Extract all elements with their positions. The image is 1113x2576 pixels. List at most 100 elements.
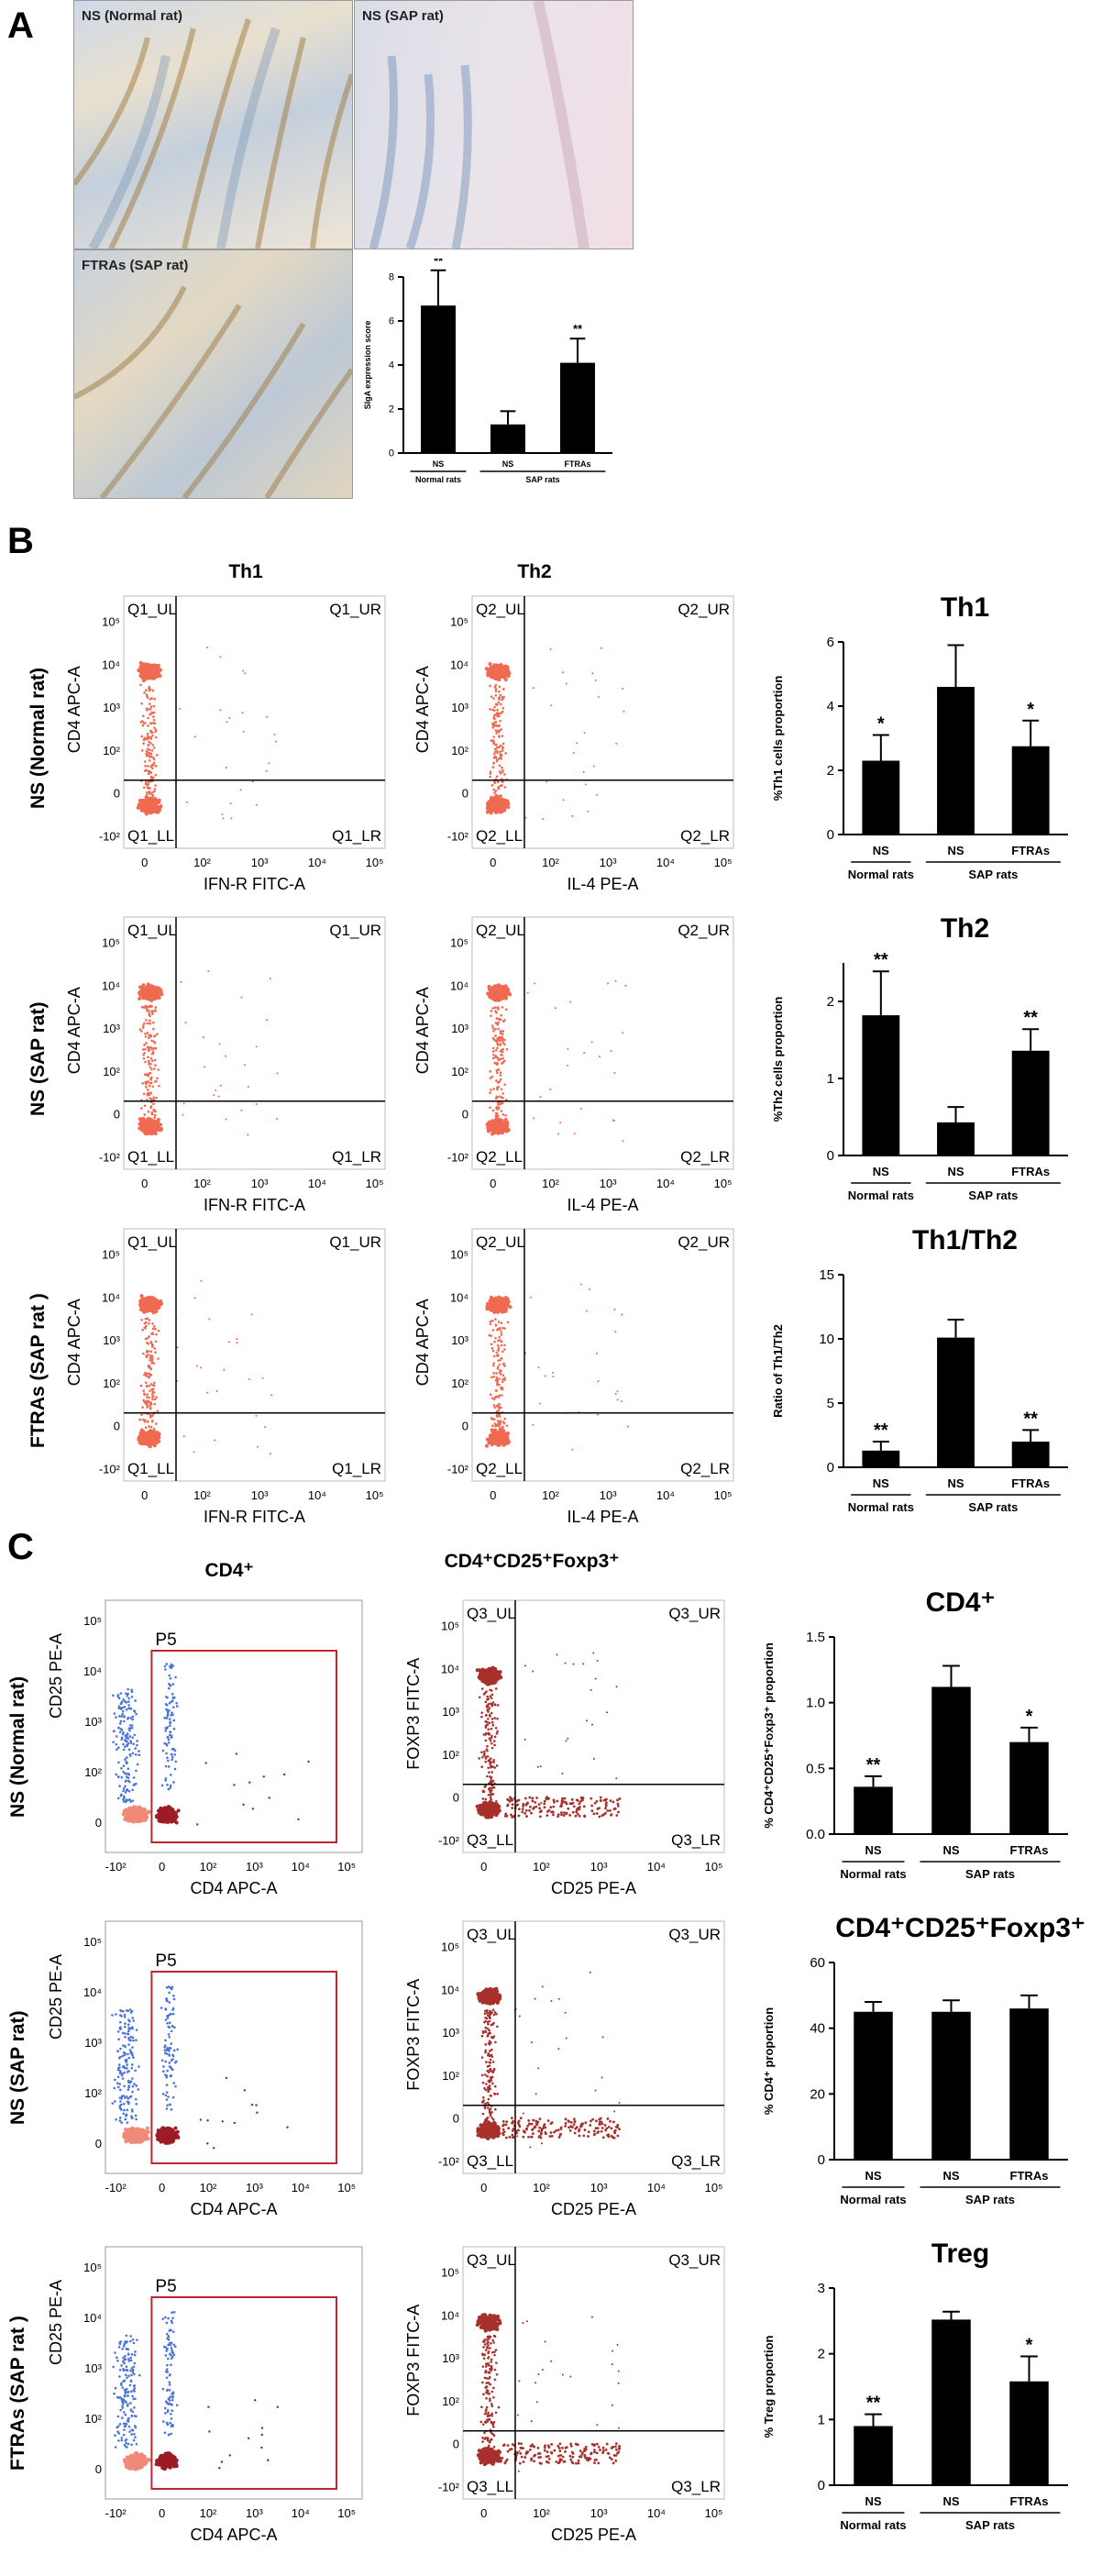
quadrant-label-ur: Q2_UR (678, 922, 730, 939)
gate-label: P5 (155, 2277, 176, 2296)
plot-frame (471, 595, 734, 849)
quadrant-label-lr: Q1_LR (332, 1460, 381, 1477)
category-label: NS (502, 459, 514, 469)
x-tick-label: 10⁵ (366, 856, 384, 869)
y-tick-label: 10⁴ (102, 658, 120, 671)
x-tick-label: 10² (200, 2506, 217, 2520)
y-tick-label: 10⁵ (83, 2261, 102, 2274)
quadrant-label-ur: Q1_UR (329, 601, 381, 618)
x-tick-label: -10² (105, 2506, 127, 2520)
quadrant-label-ll: Q3_LL (467, 2478, 513, 2495)
significance-label: * (1027, 700, 1034, 720)
quadrant-label-ul: Q1_UL (127, 601, 177, 618)
y-tick-label: 2 (827, 763, 834, 779)
y-tick-label: 0 (462, 1108, 468, 1122)
y-tick-label: -10² (447, 1462, 469, 1476)
y-tick-label: 0 (827, 827, 834, 843)
y-tick-label: -10² (438, 2154, 460, 2168)
category-label: FTRAs (1010, 1843, 1049, 1857)
y-tick-label: 10⁴ (83, 1664, 102, 1678)
group-label: SAP rats (525, 475, 559, 484)
y-tick-label: 0 (389, 448, 394, 459)
bar (937, 1122, 975, 1155)
y-tick-label: 8 (389, 272, 394, 283)
group-label: SAP rats (968, 868, 1018, 881)
y-tick-label: 10⁴ (441, 1662, 459, 1675)
x-tick-label: 10⁵ (714, 856, 733, 869)
y-tick-label: 10² (442, 1748, 459, 1762)
quadrant-label-ul: Q2_UL (476, 922, 525, 939)
x-tick-label: 10⁵ (337, 2181, 356, 2195)
quadrant-label-lr: Q3_LR (671, 2152, 721, 2170)
y-tick-label: 4 (389, 360, 394, 371)
x-axis-label: CD4 APC-A (190, 1879, 277, 1897)
y-tick-label: 20 (810, 2086, 825, 2102)
quadrant-label-ur: Q1_UR (329, 922, 381, 939)
y-tick-label: 10² (103, 1065, 120, 1078)
x-tick-label: 0 (159, 2506, 165, 2520)
category-label: NS (873, 1165, 889, 1178)
x-axis-label: CD25 PE-A (551, 1879, 636, 1897)
bar (1011, 1442, 1050, 1467)
y-tick-label: 0 (453, 2438, 459, 2451)
histology-image-sap: NS (SAP rat) (354, 0, 634, 249)
x-tick-label: 10² (542, 1177, 559, 1190)
treg-column-heading: CD4⁺CD25⁺Foxp3⁺ (444, 1551, 620, 1572)
histology-image-ftras: FTRAs (SAP rat) (73, 249, 353, 499)
y-tick-label: -10² (99, 1150, 121, 1164)
chart-title: Th1/Th2 (912, 1225, 1018, 1255)
x-axis-label: IL-4 PE-A (567, 1196, 638, 1214)
gate-rectangle (150, 1971, 337, 2164)
event-dots (484, 1283, 629, 1451)
th2-flow-plot-sap: Q2_UL Q2_UR Q2_LL Q2_LR 0 10² 10³ 10⁴ 10⁵ -10² 0 10… (399, 908, 743, 1224)
y-tick-label: 2 (818, 2347, 825, 2362)
y-axis-label: % CD4⁺CD25⁺Foxp3⁺ proportion (762, 1642, 776, 1829)
y-axis-label: CD4 APC-A (413, 1299, 432, 1386)
y-axis-label: CD4 APC-A (413, 666, 432, 753)
x-tick-label: 10³ (246, 2506, 263, 2520)
bar (1011, 746, 1050, 835)
y-tick-label: 0 (462, 787, 468, 801)
plot-frame (123, 1228, 386, 1482)
quadrant-label-ur: Q1_UR (329, 1233, 381, 1251)
x-tick-label: 10² (542, 856, 559, 869)
y-tick-label: 10³ (103, 1022, 120, 1035)
x-tick-label: 10⁵ (714, 1177, 733, 1190)
x-tick-label: 10² (533, 2181, 550, 2195)
category-label: NS (942, 2169, 959, 2183)
y-tick-label: 10² (103, 744, 120, 757)
quadrant-label-ur: Q2_UR (678, 1233, 730, 1251)
gate-rectangle (150, 2296, 337, 2490)
group-label: SAP rats (965, 2518, 1015, 2532)
y-tick-label: 0.5 (806, 1761, 825, 1776)
y-tick-label: -10² (447, 829, 469, 843)
group-label: Normal rats (840, 1867, 906, 1881)
y-tick-label: 0 (453, 2112, 459, 2126)
significance-label: ** (874, 950, 888, 970)
cd4-cd25-foxp3-bar-chart: CD4⁺CD25⁺Foxp3⁺ 0 20 40 60 % CD4⁺ proportion N… (747, 1903, 1096, 2224)
x-tick-label: 10⁴ (308, 1488, 326, 1502)
y-tick-label: -10² (99, 1462, 121, 1476)
bar (1009, 2008, 1049, 2160)
plot-frame (471, 916, 734, 1170)
x-tick-label: 10³ (251, 1488, 269, 1502)
flow-plot-svg: Q1_UL Q1_UR Q1_LL Q1_LR 0 10² 10³ 10⁴ 10⁵ -10² 0 10… (65, 916, 386, 1214)
y-tick-label: 10⁴ (450, 658, 468, 671)
y-tick-label: 0 (827, 1148, 834, 1164)
flow-plot-svg: P5 -10² 0 10² 10³ 10⁴ 10⁵ 0 10² 10³ 10⁴ 10⁵ CD4 APC-… (47, 1920, 363, 2218)
x-tick-label: 10² (533, 2506, 550, 2520)
x-tick-label: 10³ (246, 2181, 263, 2195)
significance-label: ** (866, 2394, 881, 2414)
significance-label: ** (1023, 1008, 1038, 1028)
group-label: Normal rats (848, 868, 914, 881)
significance-label: * (1026, 2336, 1033, 2356)
bar (862, 1015, 900, 1155)
quadrant-label-ll: Q1_LL (127, 1460, 174, 1477)
x-tick-label: 0 (159, 1860, 165, 1874)
y-tick-label: 40 (810, 2021, 825, 2037)
quadrant-label-lr: Q1_LR (332, 827, 381, 845)
row-label-sap-c: NS (SAP rat) (7, 2010, 28, 2126)
x-tick-label: 10³ (251, 1177, 269, 1190)
category-label: NS (942, 1843, 959, 1857)
category-label: NS (865, 2494, 881, 2508)
